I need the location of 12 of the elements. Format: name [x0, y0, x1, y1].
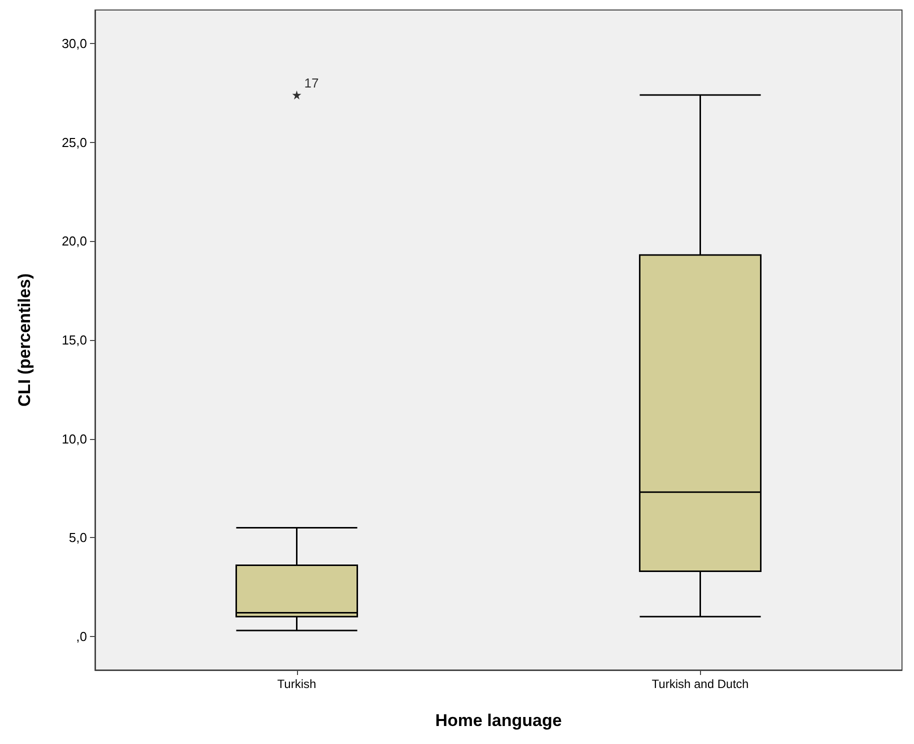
y-tick-label: ,0 — [76, 628, 87, 644]
x-tick-label: Turkish and Dutch — [652, 677, 749, 691]
y-tick-label: 30,0 — [62, 36, 87, 52]
annotation: 17 — [304, 75, 319, 90]
y-tick-label: 20,0 — [62, 234, 87, 249]
y-tick-label: 5,0 — [68, 530, 87, 546]
y-tick-label: 10,0 — [62, 431, 87, 446]
y-tick-label: 15,0 — [62, 332, 87, 348]
y-tick-label: 25,0 — [62, 134, 87, 150]
x-axis-title: Home language — [435, 711, 562, 730]
x-tick-label: Turkish — [277, 677, 316, 691]
y-axis-title: CLI (percentiles) — [15, 273, 34, 407]
